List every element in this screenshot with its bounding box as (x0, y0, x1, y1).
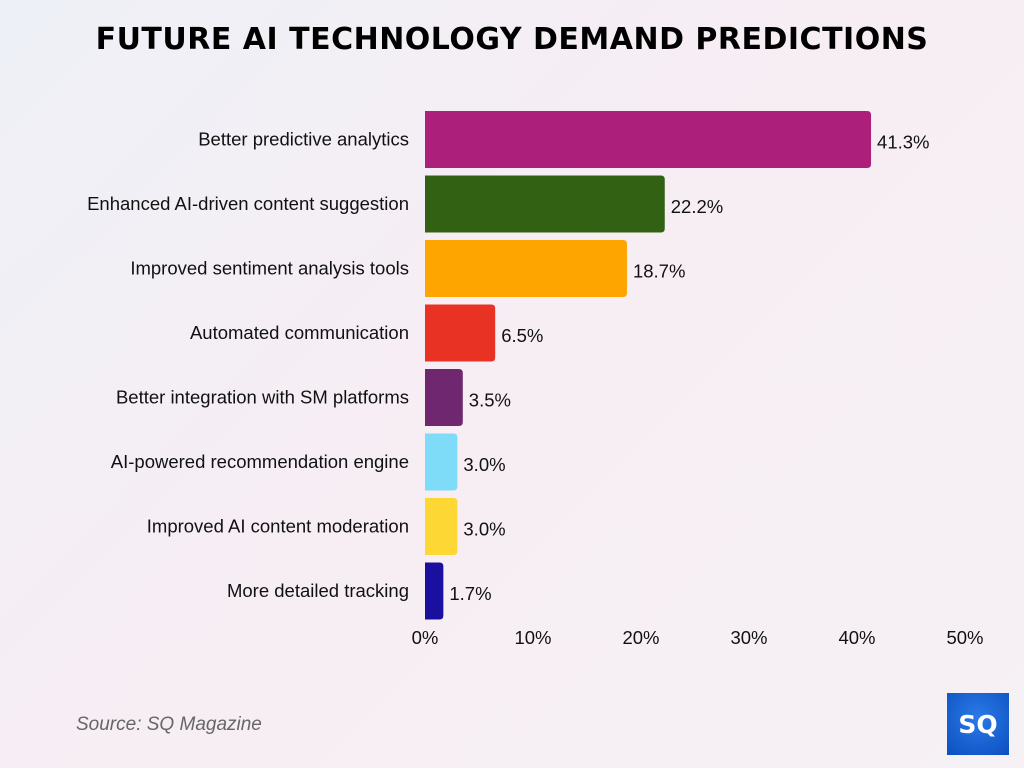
data-label: 41.3% (877, 132, 929, 153)
bar (425, 433, 458, 491)
data-label: 22.2% (671, 196, 723, 217)
x-tick-label: 40% (838, 627, 875, 648)
logo-text: SQ (958, 709, 998, 739)
data-label: 3.0% (463, 519, 505, 540)
x-tick-label: 10% (514, 627, 551, 648)
category-label: More detailed tracking (227, 580, 409, 601)
category-label: Improved AI content moderation (147, 516, 409, 537)
category-label: Better predictive analytics (198, 129, 409, 150)
data-label: 6.5% (501, 325, 543, 346)
sq-logo: SQ (947, 693, 1009, 755)
x-tick-label: 0% (412, 627, 439, 648)
x-tick-label: 30% (730, 627, 767, 648)
bar (425, 562, 444, 620)
bar (425, 240, 627, 297)
chart-title: FUTURE AI TECHNOLOGY DEMAND PREDICTIONS (95, 22, 929, 57)
bar (425, 304, 496, 362)
data-label: 3.5% (469, 390, 511, 411)
bar (425, 369, 463, 426)
bar (425, 498, 458, 555)
source-label: Source: SQ Magazine (76, 714, 262, 735)
data-label: 3.0% (463, 454, 505, 475)
category-label: Enhanced AI-driven content suggestion (87, 193, 409, 214)
x-tick-label: 20% (622, 627, 659, 648)
category-label: Better integration with SM platforms (116, 387, 409, 408)
category-label: AI-powered recommendation engine (111, 451, 409, 472)
data-label: 1.7% (449, 583, 491, 604)
category-label: Improved sentiment analysis tools (130, 258, 409, 279)
bar (425, 111, 872, 168)
category-label: Automated communication (190, 322, 409, 343)
data-label: 18.7% (633, 261, 685, 282)
bar (425, 175, 665, 233)
x-tick-label: 50% (946, 627, 983, 648)
